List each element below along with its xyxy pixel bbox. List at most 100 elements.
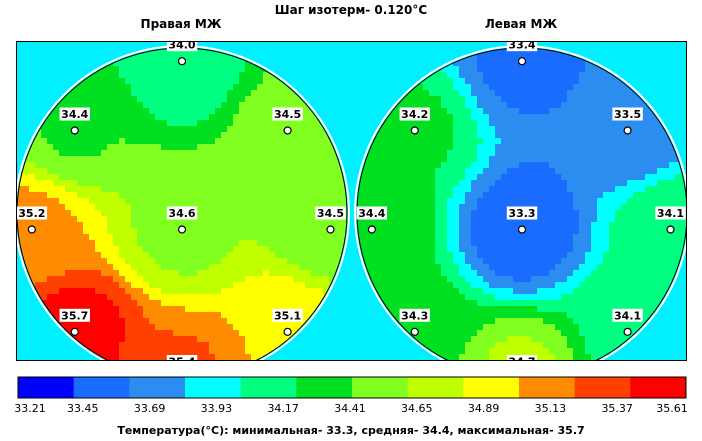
heatmap-cell [215, 330, 222, 337]
heatmap-cell [191, 336, 198, 343]
heatmap-cell [465, 354, 472, 360]
heatmap-cell [209, 258, 216, 265]
heatmap-cell [447, 138, 454, 145]
heatmap-cell [83, 276, 90, 283]
heatmap-cell [369, 276, 376, 283]
heatmap-cell [567, 234, 574, 241]
heatmap-cell [311, 126, 318, 133]
heatmap-cell [579, 348, 586, 355]
heatmap-cell [645, 204, 652, 211]
heatmap-cell [429, 216, 436, 223]
heatmap-cell [287, 288, 294, 295]
heatmap-cell [185, 138, 192, 145]
heatmap-cell [65, 132, 72, 139]
heatmap-cell [465, 300, 472, 307]
heatmap-cell [89, 336, 96, 343]
heatmap-cell [489, 90, 496, 97]
heatmap-cell [113, 240, 120, 247]
heatmap-cell [471, 198, 478, 205]
heatmap-cell [543, 96, 550, 103]
heatmap-cell [119, 150, 126, 157]
heatmap-cell [239, 90, 246, 97]
heatmap-cell [675, 240, 682, 247]
heatmap-cell [197, 216, 204, 223]
heatmap-cell [675, 168, 682, 175]
heatmap-cell [179, 138, 186, 145]
heatmap-cell [197, 222, 204, 229]
heatmap-cell [329, 252, 336, 259]
heatmap-cell [47, 174, 54, 181]
heatmap-cell [489, 78, 496, 85]
heatmap-cell [47, 240, 54, 247]
heatmap-cell [299, 180, 306, 187]
heatmap-cell [47, 294, 54, 301]
heatmap-cell [501, 90, 508, 97]
heatmap-cell [149, 120, 156, 127]
heatmap-cell [405, 186, 412, 193]
heatmap-cell [549, 174, 556, 181]
heatmap-cell [179, 186, 186, 193]
heatmap-cell [381, 282, 388, 289]
heatmap-cell [161, 324, 168, 331]
heatmap-cell [483, 174, 490, 181]
heatmap-cell [453, 330, 460, 337]
heatmap-cell [119, 174, 126, 181]
heatmap-cell [161, 186, 168, 193]
heatmap-cell [47, 132, 54, 139]
heatmap-cell [323, 192, 330, 199]
heatmap-cell [149, 246, 156, 253]
heatmap-cell [53, 138, 60, 145]
heatmap-cell [579, 192, 586, 199]
heatmap-cell [501, 48, 508, 55]
heatmap-cell [293, 168, 300, 175]
heatmap-cell [561, 330, 568, 337]
heatmap-cell [215, 246, 222, 253]
heatmap-cell [263, 78, 270, 85]
heatmap-cell [411, 282, 418, 289]
heatmap-cell [411, 204, 418, 211]
heatmap-cell [185, 156, 192, 163]
heatmap-cell [185, 234, 192, 241]
heatmap-cell [573, 294, 580, 301]
heatmap-cell [113, 198, 120, 205]
heatmap-cell [317, 288, 324, 295]
heatmap-cell [381, 156, 388, 163]
heatmap-cell [263, 156, 270, 163]
heatmap-cell [657, 282, 664, 289]
heatmap-cell [381, 228, 388, 235]
heatmap-cell [263, 282, 270, 289]
heatmap-cell [549, 72, 556, 79]
heatmap-cell [89, 312, 96, 319]
heatmap-cell [387, 144, 394, 151]
heatmap-cell [465, 192, 472, 199]
heatmap-cell [221, 234, 228, 241]
heatmap-cell [573, 270, 580, 277]
heatmap-cell [341, 186, 347, 193]
heatmap-cell [71, 180, 78, 187]
heatmap-cell [179, 240, 186, 247]
heatmap-cell [459, 234, 466, 241]
heatmap-cell [489, 66, 496, 73]
heatmap-cell [573, 192, 580, 199]
heatmap-cell [185, 84, 192, 91]
heatmap-cell [513, 306, 520, 313]
heatmap-cell [369, 156, 376, 163]
heatmap-cell [125, 126, 132, 133]
heatmap-cell [215, 126, 222, 133]
heatmap-cell [155, 354, 162, 360]
heatmap-cell [143, 138, 150, 145]
heatmap-cell [447, 204, 454, 211]
heatmap-cell [549, 210, 556, 217]
heatmap-cell [549, 324, 556, 331]
heatmap-cell [251, 216, 258, 223]
heatmap-cell [591, 240, 598, 247]
heatmap-cell [621, 276, 628, 283]
heatmap-cell [143, 210, 150, 217]
heatmap-cell [573, 168, 580, 175]
heatmap-cell [579, 258, 586, 265]
heatmap-cell [113, 90, 120, 97]
heatmap-cell [143, 144, 150, 151]
heatmap-cell [471, 276, 478, 283]
heatmap-cell [203, 84, 210, 91]
heatmap-cell [221, 126, 228, 133]
